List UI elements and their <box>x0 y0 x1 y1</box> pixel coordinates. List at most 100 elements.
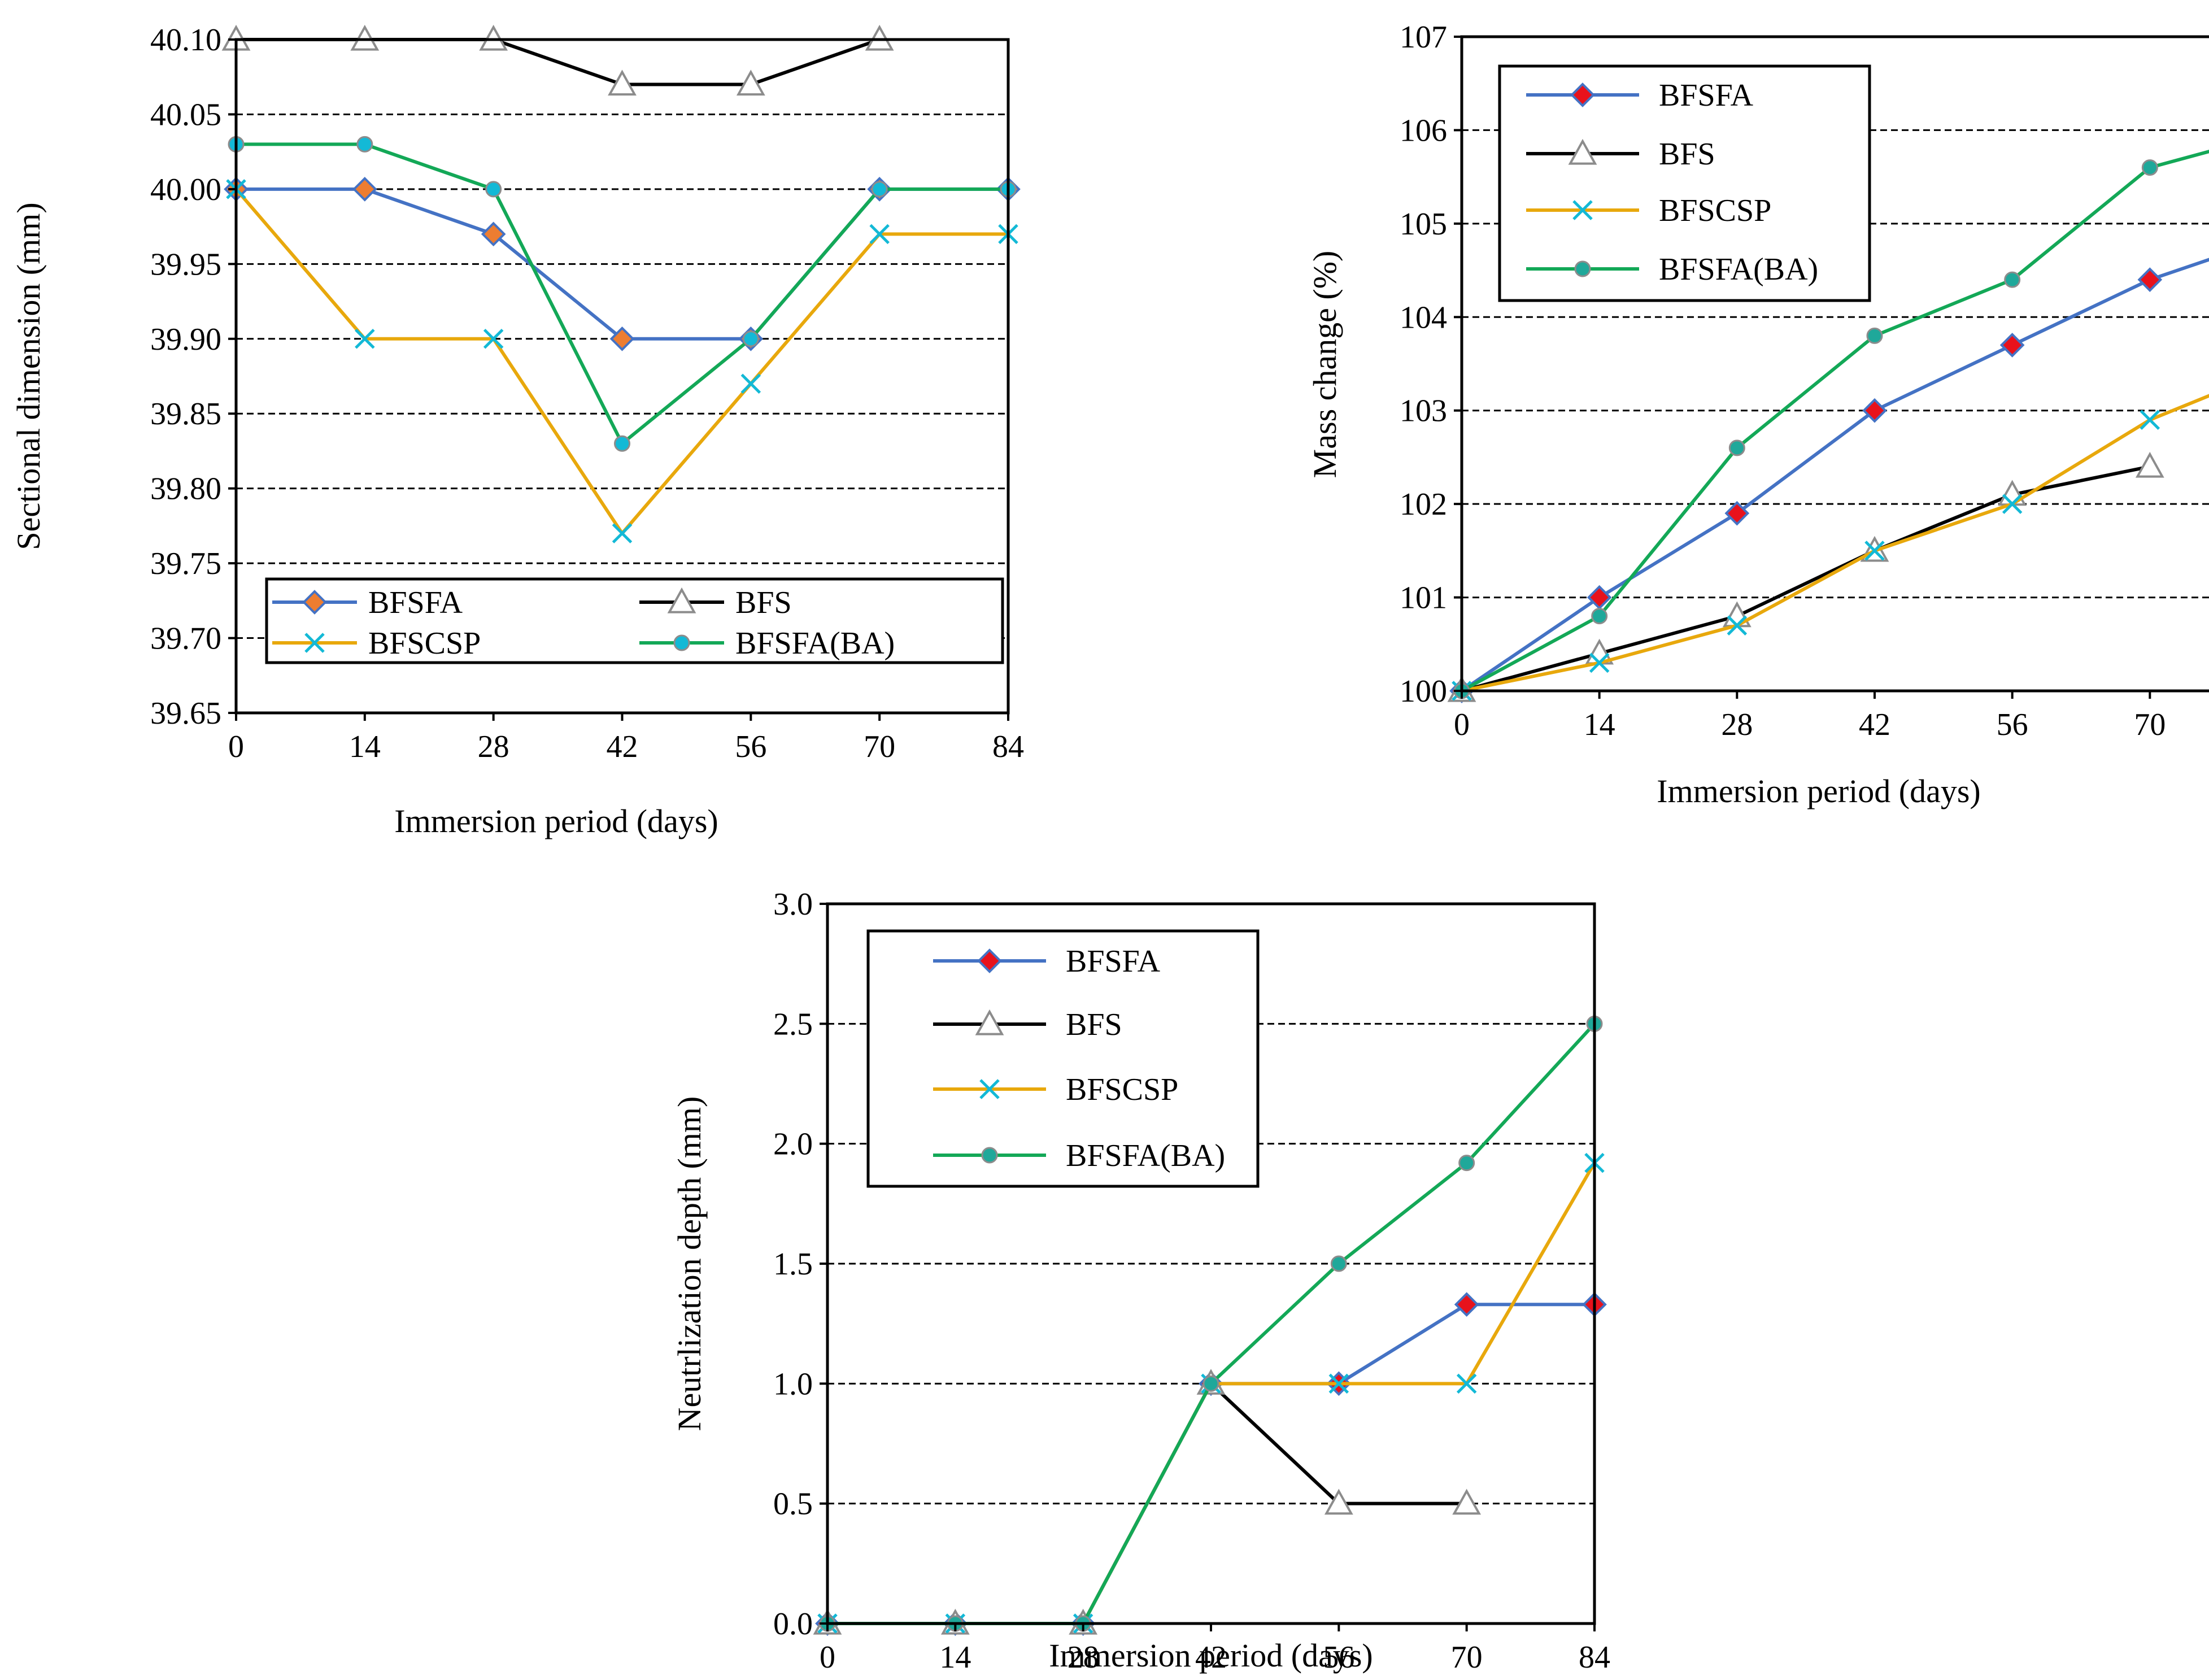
y-tick-layer: 0.0 0.5 1.0 1.5 2.0 2.5 3.0 <box>773 887 827 1642</box>
x-tick-label: 28 <box>1721 707 1753 742</box>
series-bfsfa <box>815 1292 1607 1636</box>
legend-box <box>1498 64 1871 302</box>
y-tick-label: 39.70 <box>150 621 221 656</box>
y-tick-label: 104 <box>1400 300 1447 335</box>
legend-label: BFSFA(BA) <box>735 626 895 661</box>
x-tick-label: 42 <box>607 729 638 764</box>
x-tick-label: 14 <box>349 729 381 764</box>
data-point <box>612 523 633 543</box>
y-axis-title: Neutrlization depth (mm) <box>671 1096 708 1431</box>
data-point <box>2004 271 2021 288</box>
y-tick-label: 2.5 <box>773 1007 813 1042</box>
x-tick-label: 0 <box>1454 707 1470 742</box>
data-point <box>355 329 375 349</box>
series-bfscsp <box>1452 394 2209 701</box>
data-point <box>736 69 765 96</box>
data-point <box>1728 439 1745 456</box>
legend-marker <box>975 1009 1004 1035</box>
x-tick-label: 70 <box>864 729 895 764</box>
y-tick-label: 3.0 <box>773 887 813 922</box>
data-point <box>1452 1489 1482 1515</box>
data-point <box>1202 1375 1219 1392</box>
legend-item-bfs: BFS <box>639 585 792 620</box>
legend-marker <box>1568 138 1597 165</box>
y-tick-label: 1.0 <box>773 1366 813 1402</box>
y-tick-label: 2.0 <box>773 1127 813 1162</box>
x-tick-label: 14 <box>939 1640 971 1675</box>
y-tick-label: 100 <box>1400 674 1447 709</box>
x-tick-label: 56 <box>1997 707 2028 742</box>
data-point <box>608 69 637 96</box>
data-point <box>2135 451 2164 478</box>
sectional-dimension-chart: 39.65 39.70 39.75 39.80 39.85 39.90 39.95 40.00… <box>10 23 1024 839</box>
y-tick-label: 39.80 <box>150 472 221 507</box>
legend-box <box>265 577 1004 664</box>
y-axis-title: Sectional dimension (mm) <box>10 202 47 550</box>
legend-item-bfsfa: BFSFA <box>272 585 463 620</box>
legend: BFSFA BFS BFSCSP BFSFA(BA) <box>866 929 1260 1188</box>
x-tick-label: 28 <box>1068 1640 1099 1675</box>
data-point <box>1999 333 2025 358</box>
legend-box <box>866 929 1260 1188</box>
legend-label: BFSFA <box>1066 944 1161 979</box>
data-point <box>869 224 890 245</box>
series-bfsfa-ba <box>1453 150 2209 699</box>
x-tick-label: 0 <box>228 729 244 764</box>
series-line-bfs <box>236 38 881 86</box>
data-point <box>1330 1255 1347 1272</box>
x-tick-label: 70 <box>1451 1640 1483 1675</box>
y-tick-layer: 39.65 39.70 39.75 39.80 39.85 39.90 39.95 40.00… <box>150 23 236 731</box>
legend-item-bfscsp: BFSCSP <box>933 1072 1178 1107</box>
data-point <box>2140 410 2160 430</box>
y-tick-label: 39.90 <box>150 322 221 357</box>
legend-marker <box>667 587 696 613</box>
y-tick-label: 107 <box>1400 20 1447 55</box>
series-layer <box>221 24 1021 543</box>
legend-marker <box>1570 82 1595 107</box>
x-axis-title: Immersion period (days) <box>394 803 718 839</box>
x-tick-label: 56 <box>1323 1640 1354 1675</box>
data-point <box>483 329 504 349</box>
legend-marker <box>1574 260 1591 277</box>
y-tick-label: 39.95 <box>150 247 221 282</box>
data-point <box>356 136 373 153</box>
x-tick-label: 70 <box>2134 707 2166 742</box>
y-tick-label: 40.10 <box>150 23 221 58</box>
y-tick-label: 39.65 <box>150 696 221 731</box>
legend-item-bfsfa-ba: BFSFA(BA) <box>933 1138 1225 1173</box>
y-tick-label: 40.05 <box>150 97 221 132</box>
series-line-bfs <box>1461 465 2150 693</box>
x-tick-label: 0 <box>820 1640 835 1675</box>
legend-marker <box>979 1079 1000 1099</box>
data-point <box>485 181 502 198</box>
x-axis-title: Immersion period (days) <box>1657 773 1980 809</box>
legend-item-bfsfa: BFSFA <box>933 944 1161 979</box>
data-point <box>1727 615 1748 636</box>
data-point <box>352 177 377 202</box>
legend-label: BFS <box>1066 1007 1122 1042</box>
legend-label: BFSFA <box>368 585 463 620</box>
legend-label: BFS <box>735 585 792 620</box>
data-point <box>614 435 630 452</box>
y-tick-label: 39.75 <box>150 546 221 581</box>
y-tick-label: 39.85 <box>150 397 221 432</box>
series-bfs <box>221 24 894 96</box>
series-line-bfscsp <box>1461 394 2209 693</box>
x-tick-label: 28 <box>478 729 509 764</box>
y-tick-label: 106 <box>1400 113 1447 148</box>
legend: BFSFA BFS BFSCSP BFSFA(BA) <box>1498 64 1871 302</box>
legend-item-bfscsp: BFSCSP <box>272 626 481 661</box>
y-tick-label: 101 <box>1400 581 1447 616</box>
grid-layer <box>236 113 1008 639</box>
series-bfsfa-ba <box>228 136 1017 452</box>
x-tick-label: 42 <box>1859 707 1890 742</box>
data-point <box>1458 1155 1475 1172</box>
data-point <box>1862 398 1887 423</box>
data-point <box>1866 327 1883 344</box>
series-layer <box>1447 150 2209 703</box>
y-tick-label: 0.5 <box>773 1487 813 1522</box>
data-point <box>740 373 761 394</box>
